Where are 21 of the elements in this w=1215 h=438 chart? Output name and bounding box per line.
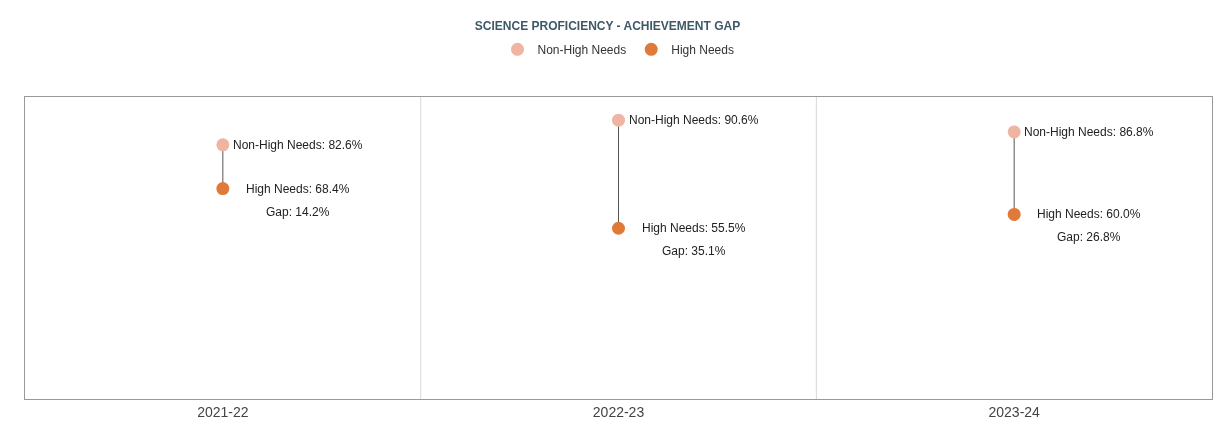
point xyxy=(612,221,625,235)
point xyxy=(216,182,230,196)
x-tick-label: 2022-23 xyxy=(592,403,645,420)
annotation: Gap: 14.2% xyxy=(266,205,330,219)
data-label: High Needs: 60.0% xyxy=(1037,207,1141,221)
point xyxy=(1007,125,1021,139)
data-label: Non-High Needs: 90.6% xyxy=(629,113,759,127)
x-tick-label: 2023-24 xyxy=(988,403,1041,420)
legend-label: Non-High Needs xyxy=(537,42,627,57)
point xyxy=(216,138,230,152)
data-label: High Needs: 68.4% xyxy=(246,182,350,196)
chart-title: SCIENCE PROFICIENCY - ACHIEVEMENT GAP xyxy=(474,19,741,34)
point xyxy=(612,113,625,127)
text: Gap: 35.1% xyxy=(662,244,726,258)
data-label: High Needs: 55.5% xyxy=(642,221,746,235)
data-label: Non-High Needs: 86.8% xyxy=(1024,125,1154,139)
text: Gap: 26.8% xyxy=(1057,230,1121,244)
point xyxy=(1007,207,1021,221)
legend-label: High Needs xyxy=(671,42,734,57)
x-tick-label: 2021-22 xyxy=(197,403,249,420)
data-label: Non-High Needs: 82.6% xyxy=(233,138,363,152)
